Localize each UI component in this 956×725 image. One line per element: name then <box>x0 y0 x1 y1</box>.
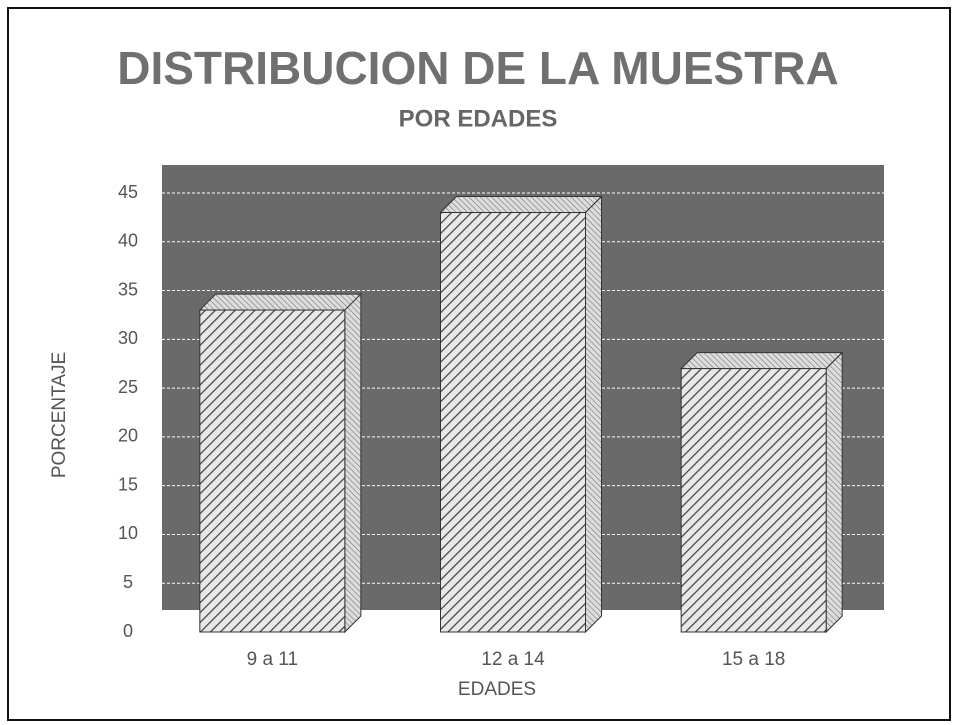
y-tick-label: 5 <box>123 572 133 592</box>
bar <box>198 292 363 634</box>
bar <box>679 351 844 634</box>
x-tick-label: 15 a 18 <box>722 649 785 670</box>
y-tick-label: 10 <box>118 523 138 543</box>
y-tick-label: 15 <box>118 474 138 494</box>
y-tick-label: 40 <box>118 231 138 251</box>
x-axis-label: EDADES <box>458 679 536 700</box>
y-tick-label: 30 <box>118 328 138 348</box>
y-axis-label: PORCENTAJE <box>49 352 70 478</box>
x-tick-label: 9 a 11 <box>247 649 298 670</box>
y-tick-label: 20 <box>118 426 138 446</box>
bar <box>439 195 603 634</box>
frame <box>7 7 951 721</box>
chart-subtitle: POR EDADES <box>399 105 558 132</box>
x-tick-label: 12 a 14 <box>481 649 545 670</box>
chart-title: DISTRIBUCION DE LA MUESTRA <box>117 42 839 94</box>
y-tick-label: 25 <box>118 377 138 397</box>
y-tick-label: 45 <box>118 182 138 202</box>
y-tick-label: 35 <box>118 279 138 299</box>
y-tick-label: 0 <box>123 621 133 641</box>
